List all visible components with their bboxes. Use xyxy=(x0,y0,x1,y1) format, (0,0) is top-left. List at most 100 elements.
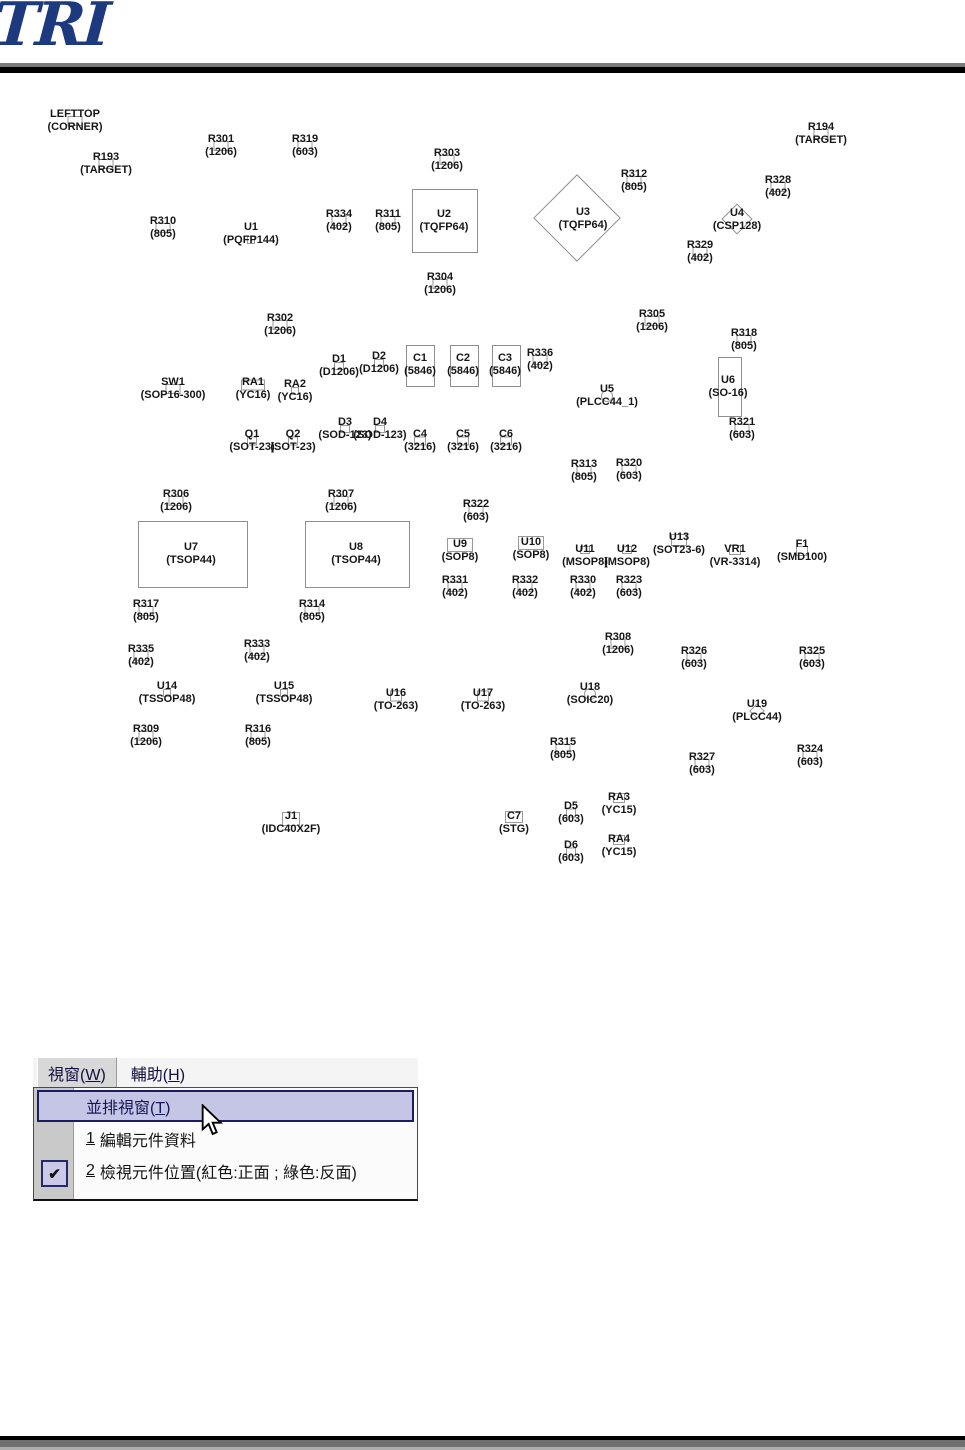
ref-designator: U3 xyxy=(575,206,591,218)
box-mark-d4 xyxy=(375,425,385,433)
component-label-ra2: RA2 (YC16) xyxy=(278,378,313,404)
menubar-item-window[interactable]: 視窗(W) xyxy=(37,1056,117,1089)
component-label-d4: D4 (SOD-123) xyxy=(353,416,406,442)
package-name: (SOP8) xyxy=(441,551,479,563)
box-mark-r308 xyxy=(610,639,626,649)
package-name: (D1206) xyxy=(319,366,359,378)
top-divider-gray xyxy=(0,63,965,67)
box-mark-r327 xyxy=(694,759,710,769)
component-label-c7: C7 (STG) xyxy=(499,810,529,836)
package-name: (603) xyxy=(729,429,755,441)
package-name: (SOP8) xyxy=(512,549,550,561)
package-name: (402) xyxy=(570,587,596,599)
package-name: (YC15) xyxy=(601,846,637,858)
package-name: (1206) xyxy=(602,644,634,656)
ref-designator: C6 xyxy=(498,428,514,440)
box-mark-r332 xyxy=(517,582,533,592)
ref-designator: U18 xyxy=(579,681,601,693)
ref-designator: U16 xyxy=(385,687,407,699)
box-mark-f1 xyxy=(796,546,808,556)
component-label-r302: R302 (1206) xyxy=(264,312,296,338)
ref-designator: RA2 xyxy=(283,378,306,390)
component-label-r320: R320 (603) xyxy=(616,457,642,483)
box-mark-r328 xyxy=(770,182,786,192)
component-label-r326: R326 (603) xyxy=(681,645,707,671)
package-name: (SOD-123) xyxy=(353,429,407,441)
ref-designator: R303 xyxy=(433,147,461,159)
component-label-r335: R335 (402) xyxy=(128,643,154,669)
component-label-u2: U2 (TQFP64) xyxy=(420,208,469,234)
component-label-r316: R316 (805) xyxy=(245,723,271,749)
box-mark-r321 xyxy=(734,424,750,434)
package-name: (1206) xyxy=(636,321,668,333)
component-label-u11: U11 (MSOP8) xyxy=(562,543,608,569)
ref-designator: D1 xyxy=(331,353,347,365)
ref-designator: R327 xyxy=(688,751,716,763)
ref-designator: U2 xyxy=(436,208,452,220)
component-label-r301: R301 (1206) xyxy=(205,133,237,159)
box-mark-ra1 xyxy=(241,379,265,391)
package-name: (603) xyxy=(558,813,584,825)
component-label-ra4: RA4 (YC15) xyxy=(602,833,637,859)
component-label-r334: R334 (402) xyxy=(326,208,352,234)
box-mark-c7 xyxy=(505,811,523,823)
component-label-u15: U15 (TSSOP48) xyxy=(256,680,313,706)
component-label-r321: R321 (603) xyxy=(729,416,755,442)
menu-item-1[interactable]: 1 編輯元件資料 xyxy=(86,1126,413,1152)
package-name: (YC16) xyxy=(277,391,313,403)
component-label-c3: C3 (5846) xyxy=(489,352,521,378)
component-label-u4: U4 (CSP128) xyxy=(713,207,761,233)
package-name: (PLCC44_1) xyxy=(576,396,638,408)
menubar-item-help[interactable]: 輔助(H) xyxy=(130,1066,186,1084)
menu-item-2[interactable]: 2 檢視元件位置(紅色:正面 ; 綠色:反面) xyxy=(86,1158,413,1184)
ref-designator: C2 xyxy=(455,352,471,364)
ref-designator: R331 xyxy=(441,574,469,586)
component-label-r328: R328 (402) xyxy=(765,174,791,200)
component-label-j1: J1 (IDC40X2F) xyxy=(262,810,321,836)
package-name: (1206) xyxy=(130,736,162,748)
ref-designator: R329 xyxy=(686,239,714,251)
box-mark-q2 xyxy=(288,436,298,446)
box-mark-r318 xyxy=(736,335,752,345)
box-mark-r331 xyxy=(447,582,463,592)
bottom-divider-gray xyxy=(0,1440,965,1447)
box-mark-u16 xyxy=(390,690,402,702)
component-label-r330: R330 (402) xyxy=(570,574,596,600)
component-label-r306: R306 (1206) xyxy=(160,488,192,514)
package-name: (402) xyxy=(687,252,713,264)
package-name: (603) xyxy=(799,658,825,670)
ref-designator: SW1 xyxy=(161,376,185,388)
package-name: (402) xyxy=(765,187,791,199)
component-outline-c2 xyxy=(450,345,479,387)
box-mark-r317 xyxy=(138,606,154,616)
component-label-r315: R315 (805) xyxy=(550,736,576,762)
ref-designator: R307 xyxy=(327,488,355,500)
ref-designator: U17 xyxy=(472,687,494,699)
package-name: (603) xyxy=(681,658,707,670)
package-name: (SOT-23) xyxy=(229,441,275,453)
package-name: (603) xyxy=(558,852,584,864)
component-label-d6: D6 (603) xyxy=(558,839,584,865)
package-name: (603) xyxy=(689,764,715,776)
package-name: (SOP16-300) xyxy=(140,389,206,401)
box-mark-d5 xyxy=(566,808,576,818)
window-menu-dropdown: 並排視窗(T) 1 編輯元件資料 2 檢視元件位置(紅色:正面 ; 綠色:反面) ✔ xyxy=(33,1087,418,1201)
component-outline-c3 xyxy=(492,345,521,387)
component-label-ra3: RA3 (YC15) xyxy=(602,791,637,817)
component-label-r327: R327 (603) xyxy=(689,751,715,777)
box-mark-sw1 xyxy=(165,384,181,394)
package-name: (402) xyxy=(512,587,538,599)
ref-designator: R334 xyxy=(325,208,353,220)
ref-designator: VR1 xyxy=(724,543,746,555)
ref-designator: R325 xyxy=(798,645,826,657)
package-name: (VR-3314) xyxy=(709,556,761,568)
pcb-component-placement-map: LEFTTOP (CORNER) R193 (TARGET) R301 (1206) R31… xyxy=(48,108,847,865)
box-mark-d1 xyxy=(334,362,344,370)
component-label-u6: U6 (SO-16) xyxy=(708,374,747,400)
menu-item-tile-windows[interactable]: 並排視窗(T) xyxy=(37,1090,414,1136)
package-name: (805) xyxy=(133,611,159,623)
checked-checkbox[interactable]: ✔ xyxy=(41,1160,68,1187)
package-name: (805) xyxy=(731,340,757,352)
component-label-f1: F1 (SMD100) xyxy=(777,538,827,564)
package-name: (603) xyxy=(616,470,642,482)
